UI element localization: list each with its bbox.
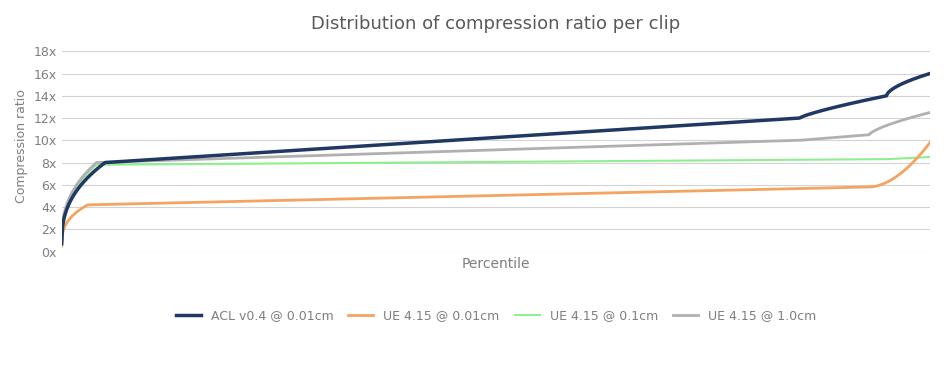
UE 4.15 @ 1.0cm [748,139,759,144]
Line: UE 4.15 @ 1.0cm: UE 4.15 @ 1.0cm [61,113,929,240]
ACL v0.4 @ 0.01cm [438,139,449,143]
Y-axis label: Compression ratio: Compression ratio [15,89,28,203]
UE 4.15 @ 0.1cm [407,160,418,165]
UE 4.15 @ 1.0cm [651,143,663,147]
UE 4.15 @ 1.0cm [438,149,449,154]
UE 4.15 @ 0.1cm [651,158,663,163]
UE 4.15 @ 1.0cm [144,158,156,163]
UE 4.15 @ 1.0cm [407,150,418,155]
UE 4.15 @ 0.01cm [923,140,935,145]
UE 4.15 @ 0.1cm [144,162,156,167]
UE 4.15 @ 1.0cm [923,110,935,115]
ACL v0.4 @ 0.01cm [407,141,418,145]
UE 4.15 @ 0.01cm [733,188,744,192]
ACL v0.4 @ 0.01cm [651,125,663,129]
UE 4.15 @ 1.0cm [733,140,744,144]
UE 4.15 @ 0.01cm [438,194,449,199]
ACL v0.4 @ 0.01cm [56,241,67,246]
UE 4.15 @ 0.1cm [56,238,67,243]
UE 4.15 @ 1.0cm [56,238,67,243]
ACL v0.4 @ 0.01cm [923,71,935,76]
UE 4.15 @ 0.1cm [733,158,744,163]
Line: ACL v0.4 @ 0.01cm: ACL v0.4 @ 0.01cm [61,74,929,244]
Line: UE 4.15 @ 0.1cm: UE 4.15 @ 0.1cm [61,157,929,240]
Title: Distribution of compression ratio per clip: Distribution of compression ratio per cl… [311,15,680,33]
Line: UE 4.15 @ 0.01cm: UE 4.15 @ 0.01cm [61,143,929,246]
ACL v0.4 @ 0.01cm [748,119,759,123]
UE 4.15 @ 0.01cm [651,190,663,194]
UE 4.15 @ 0.1cm [748,158,759,163]
UE 4.15 @ 0.1cm [438,160,449,164]
X-axis label: Percentile: Percentile [461,257,530,271]
UE 4.15 @ 0.01cm [56,244,67,248]
Legend: ACL v0.4 @ 0.01cm, UE 4.15 @ 0.01cm, UE 4.15 @ 0.1cm, UE 4.15 @ 1.0cm: ACL v0.4 @ 0.01cm, UE 4.15 @ 0.01cm, UE … [171,304,820,327]
ACL v0.4 @ 0.01cm [144,157,156,162]
UE 4.15 @ 0.01cm [407,195,418,200]
UE 4.15 @ 0.01cm [144,201,156,206]
ACL v0.4 @ 0.01cm [733,120,744,124]
UE 4.15 @ 0.1cm [923,155,935,159]
UE 4.15 @ 0.01cm [748,187,759,192]
